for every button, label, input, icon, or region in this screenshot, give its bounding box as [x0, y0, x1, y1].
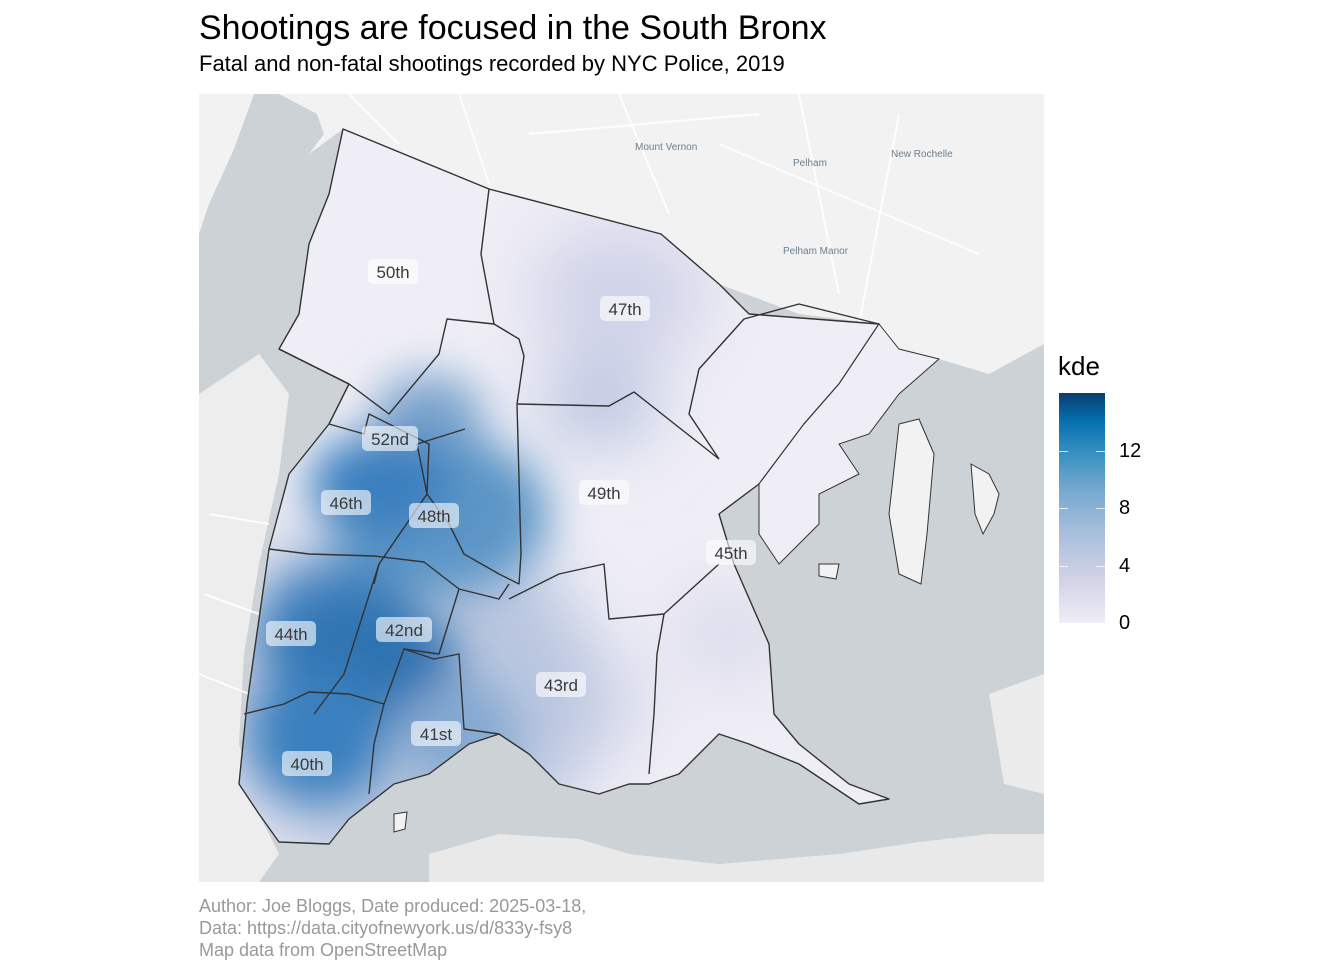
- boundary-52-46: [328, 413, 430, 495]
- boundary-50-52: [278, 318, 495, 415]
- precinct-label-45th: 45th: [706, 540, 756, 565]
- legend-tick-label: 4: [1119, 554, 1131, 577]
- svg-text:42nd: 42nd: [385, 621, 423, 640]
- kde-blob-49th-north: [539, 364, 659, 444]
- boundary-44-40: [243, 691, 385, 715]
- place-label-mount-vernon: Mount Vernon: [635, 142, 697, 153]
- svg-text:40th: 40th: [290, 755, 323, 774]
- precinct-label-43rd: 43rd: [536, 672, 586, 697]
- precinct-label-50th: 50th: [368, 259, 418, 284]
- legend-tick-mark: [1096, 508, 1105, 509]
- svg-text:49th: 49th: [587, 484, 620, 503]
- map-panel[interactable]: Mount Vernon Pelham New Rochelle Pelham …: [199, 94, 1044, 882]
- manhattan-land: [199, 354, 289, 882]
- caption-map-attribution: Map data from OpenStreetMap: [199, 940, 448, 960]
- boundary-50-47: [480, 188, 525, 405]
- legend-tick-label: 0: [1119, 612, 1131, 634]
- island-city: [888, 418, 935, 585]
- kde-blob-40th: [249, 664, 389, 804]
- place-label-pelham: Pelham: [793, 158, 827, 169]
- boundary-44-42: [313, 563, 380, 715]
- boundary-43-45: [648, 613, 665, 775]
- legend-tick-label: 8: [1119, 497, 1131, 519]
- kde-blob-47th: [529, 224, 709, 364]
- bronx-map: Mount Vernon Pelham New Rochelle Pelham …: [199, 94, 1044, 882]
- street-grid: [199, 94, 980, 695]
- chart-subtitle: Fatal and non-fatal shootings recorded b…: [199, 51, 785, 76]
- precinct-label-46th: 46th: [321, 490, 371, 515]
- legend-tick-mark: [1059, 623, 1068, 624]
- legend-tick-mark: [1059, 565, 1068, 567]
- precinct-labels: 50th 47th 52nd 46th 48th 49th: [266, 259, 756, 776]
- island-small-1: [818, 563, 840, 580]
- kde-legend: kde 0 4 8 12: [1058, 350, 1188, 640]
- precinct-label-40th: 40th: [282, 751, 332, 776]
- svg-text:52nd: 52nd: [371, 430, 409, 449]
- legend-tick-mark: [1096, 623, 1105, 624]
- legend-tick-mark: [1059, 450, 1068, 452]
- boundary-49-43: [508, 563, 720, 620]
- precinct-label-52nd: 52nd: [362, 426, 418, 451]
- boundary-42-43: [368, 588, 460, 795]
- hudson-river: [199, 94, 324, 324]
- svg-text:50th: 50th: [376, 263, 409, 282]
- caption-author: Author: Joe Bloggs, Date produced: 2025-…: [199, 896, 587, 916]
- city-island: [393, 418, 1000, 833]
- precinct-label-48th: 48th: [409, 503, 459, 528]
- svg-text:47th: 47th: [608, 300, 641, 319]
- legend-tick-mark: [1096, 450, 1105, 452]
- legend-title: kde: [1058, 351, 1100, 381]
- queens-land: [429, 834, 1044, 882]
- legend-tick-mark: [1096, 565, 1105, 567]
- svg-text:48th: 48th: [417, 507, 450, 526]
- boundary-46-44: [268, 548, 510, 600]
- island-hart: [970, 463, 1000, 536]
- svg-text:45th: 45th: [714, 544, 747, 563]
- chart-title: Shootings are focused in the South Bronx: [199, 9, 827, 47]
- legend-tick-label: 12: [1119, 439, 1142, 462]
- chart-caption: Author: Joe Bloggs, Date produced: 2025-…: [199, 895, 586, 961]
- precinct-label-49th: 49th: [579, 480, 629, 505]
- svg-text:41st: 41st: [420, 725, 452, 744]
- precinct-label-44th: 44th: [266, 621, 316, 646]
- boundary-52-49: [416, 403, 522, 585]
- svg-text:43rd: 43rd: [544, 676, 578, 695]
- boundary-47-49: [516, 391, 720, 460]
- precinct-boundaries: [238, 128, 890, 845]
- queens-shore: [989, 674, 1044, 794]
- boundary-47-45: [688, 303, 880, 460]
- precinct-label-47th: 47th: [600, 296, 650, 321]
- precinct-label-42nd: 42nd: [376, 617, 432, 642]
- precinct-label-41st: 41st: [411, 721, 461, 746]
- pelham-bay-land: [758, 323, 941, 565]
- boundary-41-43: [403, 648, 500, 735]
- svg-text:44th: 44th: [274, 625, 307, 644]
- caption-data-source: Data: https://data.cityofnewyork.us/d/83…: [199, 918, 573, 938]
- legend-tick-mark: [1059, 508, 1068, 509]
- svg-text:46th: 46th: [329, 494, 362, 513]
- place-label-new-rochelle: New Rochelle: [891, 149, 953, 160]
- westchester-land: [199, 94, 1044, 374]
- island-small-2: [393, 811, 408, 833]
- place-label-pelham-manor: Pelham Manor: [783, 246, 849, 257]
